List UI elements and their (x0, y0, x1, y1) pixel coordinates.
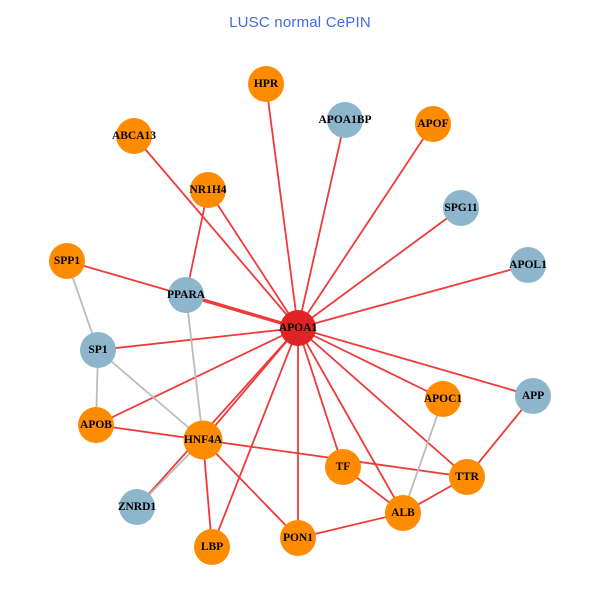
node-label-PPARA: PPARA (167, 289, 206, 301)
edge-APOA1-PPARA (185, 293, 299, 330)
edge-HNF4A-PON1 (202, 439, 299, 539)
edge-APOA1-SPG11 (297, 207, 462, 329)
node-SP1 (80, 332, 116, 368)
node-label-APOB: APOB (80, 419, 112, 431)
edge-APOA1-APOB (95, 327, 299, 426)
edge-APOA1-ABCA13 (133, 135, 299, 329)
node-LBP (194, 529, 230, 565)
node-NR1H4 (190, 172, 226, 208)
edge-APOC1-ALB (402, 398, 444, 514)
edge-APOA1-HPR (265, 83, 299, 329)
node-SPG11 (443, 190, 479, 226)
node-label-SPP1: SPP1 (54, 255, 80, 267)
node-APP (515, 378, 551, 414)
node-label-PON1: PON1 (283, 532, 313, 544)
edge-APOA1-APOF (297, 123, 434, 329)
node-label-APP: APP (522, 390, 544, 402)
node-HPR (248, 66, 284, 102)
node-ZNRD1 (119, 489, 155, 525)
node-APOB (78, 407, 114, 443)
node-label-NR1H4: NR1H4 (189, 184, 226, 196)
node-APOF (415, 106, 451, 142)
node-label-APOL1: APOL1 (509, 259, 547, 271)
node-APOL1 (510, 247, 546, 283)
edge-APOA1-ALB (297, 327, 404, 514)
node-TF (325, 449, 361, 485)
node-label-SPG11: SPG11 (444, 202, 477, 214)
node-ALB (385, 495, 421, 531)
edge-APOA1-NR1H4 (207, 189, 299, 329)
node-label-SP1: SP1 (88, 344, 107, 356)
node-label-APOC1: APOC1 (424, 393, 463, 405)
node-label-HNF4A: HNF4A (184, 434, 223, 446)
node-label-ALB: ALB (391, 507, 415, 519)
edge-APOA1-SP1 (97, 327, 299, 351)
plot-title: LUSC normal CePIN (229, 14, 371, 31)
node-label-ZNRD1: ZNRD1 (118, 501, 157, 513)
node-label-TTR: TTR (455, 471, 479, 483)
edge-APOA1-APOA1BP (297, 119, 346, 329)
node-PPARA (168, 277, 204, 313)
edge-APOA1-APP (297, 327, 534, 397)
edge-APOA1-ZNRD1 (136, 327, 299, 508)
edge-SP1-HNF4A (97, 349, 204, 441)
node-SPP1 (49, 243, 85, 279)
edge-APOA1-TF (297, 327, 344, 468)
edge-APOA1-APOC1 (297, 327, 444, 400)
node-ABCA13 (116, 118, 152, 154)
node-APOA1BP (327, 102, 363, 138)
edge-APOA1-APOL1 (297, 264, 529, 329)
node-label-APOF: APOF (417, 118, 448, 130)
node-label-TF: TF (336, 461, 351, 473)
node-PON1 (280, 520, 316, 556)
edge-APOA1-LBP (211, 327, 299, 548)
node-label-APOA1: APOA1 (279, 322, 318, 334)
node-HNF4A (183, 420, 223, 460)
node-label-APOA1BP: APOA1BP (318, 114, 371, 126)
node-label-ABCA13: ABCA13 (112, 130, 156, 142)
node-APOC1 (425, 381, 461, 417)
node-TTR (449, 459, 485, 495)
edge-APOA1-TTR (297, 327, 468, 478)
node-label-LBP: LBP (201, 541, 223, 553)
node-APOA1 (280, 310, 316, 346)
edge-PPARA-HNF4A (185, 294, 204, 441)
node-label-HPR: HPR (254, 78, 279, 90)
